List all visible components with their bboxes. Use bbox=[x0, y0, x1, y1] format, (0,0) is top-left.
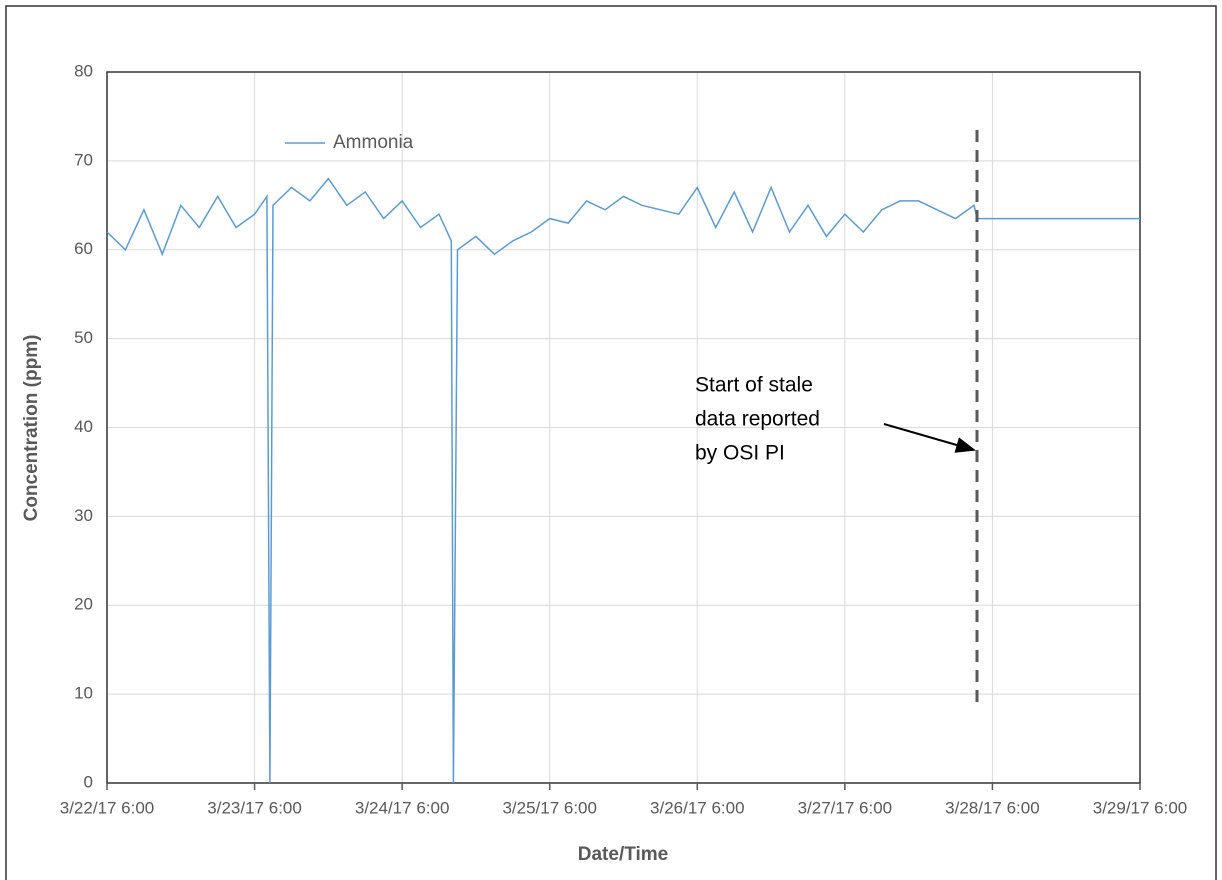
y-tick-label: 0 bbox=[84, 772, 93, 791]
x-tick-label: 3/23/17 6:00 bbox=[207, 798, 302, 817]
y-tick-label: 20 bbox=[74, 595, 93, 614]
x-tick-label: 3/22/17 6:00 bbox=[60, 798, 155, 817]
annotation-arrow bbox=[883, 423, 976, 453]
x-tick-label: 3/24/17 6:00 bbox=[355, 798, 450, 817]
x-tick-label: 3/28/17 6:00 bbox=[945, 798, 1040, 817]
annotation-line: data reported bbox=[695, 408, 820, 431]
x-axis-title: Date/Time bbox=[578, 844, 668, 865]
plot bbox=[106, 177, 1140, 784]
x-tick-label: 3/27/17 6:00 bbox=[798, 798, 893, 817]
annotation-line: by OSI PI bbox=[695, 442, 785, 465]
y-tick-label: 30 bbox=[74, 506, 93, 525]
annotation-line: Start of stale bbox=[695, 374, 813, 397]
y-tick-label: 60 bbox=[74, 239, 93, 258]
y-tick-label: 80 bbox=[74, 61, 93, 80]
data-line bbox=[106, 177, 1140, 784]
frame bbox=[5, 5, 1217, 880]
x-tick-label: 3/29/17 6:00 bbox=[1093, 798, 1188, 817]
x-tick-label: 3/25/17 6:00 bbox=[502, 798, 597, 817]
annotation: Start of stale data reported by OSI PI bbox=[695, 374, 820, 465]
legend-label: Ammonia bbox=[333, 132, 414, 153]
y-tick-label: 50 bbox=[74, 328, 93, 347]
x-tick-label: 3/26/17 6:00 bbox=[650, 798, 745, 817]
y-tick-label: 10 bbox=[74, 684, 93, 703]
y-tick-label: 70 bbox=[74, 150, 93, 169]
y-axis-title: Concentration (ppm) bbox=[21, 335, 42, 522]
grid bbox=[106, 71, 1141, 784]
y-tick-label: 40 bbox=[74, 417, 93, 436]
plot-border bbox=[106, 71, 1141, 784]
